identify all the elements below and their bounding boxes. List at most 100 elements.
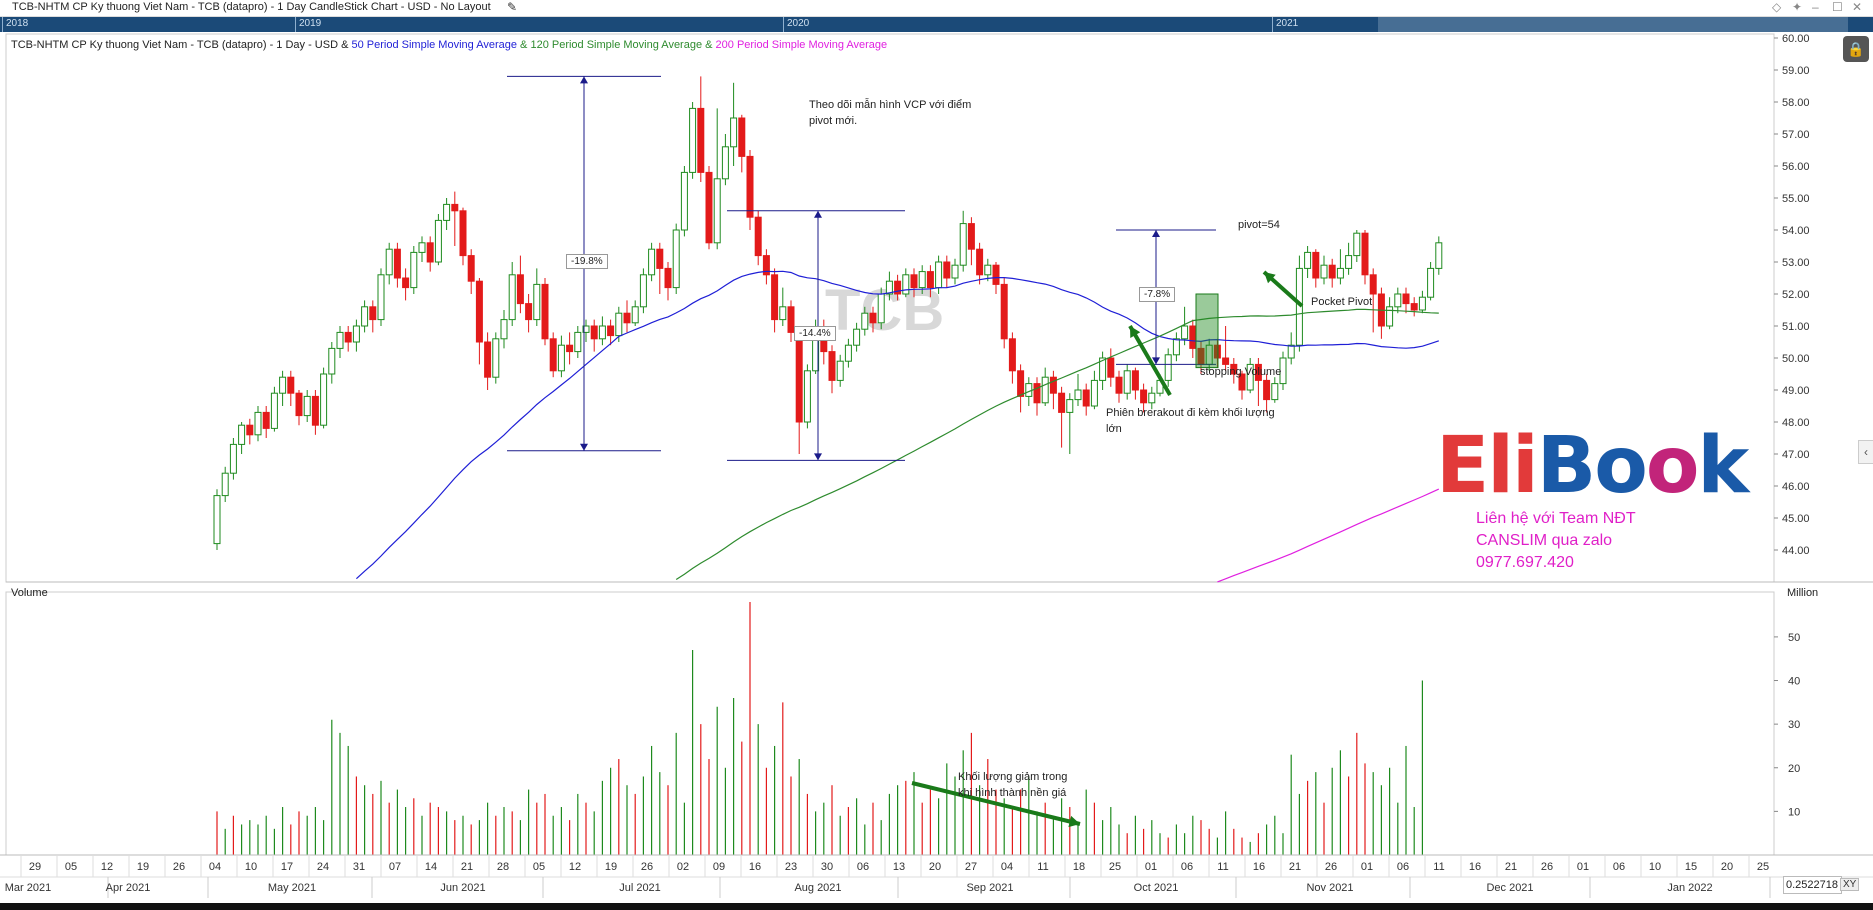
- candle-body: [721, 146, 729, 180]
- candle-body: [238, 424, 246, 445]
- candle-body: [779, 306, 787, 321]
- day-tick-label: 16: [749, 861, 761, 873]
- day-tick-label: 09: [713, 861, 725, 873]
- candle-body: [1410, 303, 1418, 311]
- navigator-window[interactable]: [1378, 17, 1848, 32]
- diamond-icon[interactable]: ◇: [1772, 0, 1782, 14]
- candle-body: [1287, 344, 1295, 359]
- ma120-line: [675, 308, 1439, 581]
- candle-body: [1213, 344, 1221, 359]
- day-tick-label: 01: [1145, 861, 1157, 873]
- candle-body: [516, 274, 524, 305]
- candle-body: [467, 255, 475, 282]
- candle-body: [730, 117, 738, 148]
- candle-body: [582, 325, 590, 333]
- candle-body: [1090, 379, 1098, 407]
- day-tick-label: 21: [1289, 861, 1301, 873]
- ma200-line: [1217, 488, 1440, 583]
- window-title: TCB-NHTM CP Ky thuong Viet Nam - TCB (da…: [12, 1, 491, 13]
- pocket-pivot-arrow-head: [1264, 272, 1276, 284]
- collapse-panel-chevron-icon[interactable]: ‹: [1858, 440, 1873, 464]
- candle-body: [1418, 296, 1426, 311]
- candle-body: [803, 370, 811, 423]
- day-tick-label: 21: [461, 861, 473, 873]
- candle-body: [352, 325, 360, 343]
- edit-title-pencil-icon[interactable]: ✎: [507, 0, 518, 14]
- price-axis-label: 47.00: [1782, 449, 1810, 461]
- candle-body: [574, 331, 582, 353]
- minimize-icon[interactable]: –: [1812, 0, 1819, 14]
- candle-body: [656, 248, 664, 269]
- day-tick-label: 15: [1685, 861, 1697, 873]
- month-label: Apr 2021: [106, 882, 151, 894]
- pin-icon[interactable]: ✦: [1792, 0, 1803, 14]
- day-tick-label: 26: [1325, 861, 1337, 873]
- day-tick-label: 07: [389, 861, 401, 873]
- day-tick-label: 25: [1109, 861, 1121, 873]
- xy-toggle-button[interactable]: XY: [1840, 878, 1860, 891]
- candle-body: [246, 424, 254, 436]
- candle-body: [976, 248, 984, 276]
- candle-body: [1222, 357, 1230, 365]
- day-tick-label: 20: [929, 861, 941, 873]
- candle-body: [861, 312, 869, 330]
- candle-body: [1328, 264, 1336, 279]
- title-bar: TCB-NHTM CP Ky thuong Viet Nam - TCB (da…: [0, 0, 1873, 17]
- candle-body: [418, 242, 426, 253]
- navigator-year: 2018: [6, 18, 29, 29]
- candle-body: [1131, 370, 1139, 391]
- candle-body: [1066, 399, 1074, 413]
- volume-decline-arrow: [911, 781, 1081, 826]
- day-tick-label: 06: [1397, 861, 1409, 873]
- candle-body: [500, 319, 508, 340]
- day-tick-label: 11: [1217, 861, 1228, 873]
- legend-ma50[interactable]: 50 Period Simple Moving Average: [351, 39, 517, 51]
- stopping-volume-highlight: [1195, 293, 1219, 369]
- navigator-tick: [2, 17, 3, 32]
- candle-body: [1172, 338, 1180, 356]
- candle-body: [590, 325, 598, 340]
- candle-body: [1074, 389, 1082, 401]
- price-readout: 0.2522718: [1783, 876, 1842, 894]
- candle-body: [844, 344, 852, 362]
- day-tick-label: 25: [1757, 861, 1769, 873]
- lock-icon[interactable]: 🔒: [1843, 36, 1869, 62]
- candle-body: [557, 344, 565, 372]
- close-icon[interactable]: ✕: [1852, 0, 1863, 14]
- candle-body: [1230, 363, 1238, 375]
- legend-ma200[interactable]: 200 Period Simple Moving Average: [715, 39, 888, 51]
- ma50-line: [355, 270, 1439, 580]
- candle-body: [492, 338, 500, 378]
- maximize-icon[interactable]: ☐: [1832, 0, 1843, 14]
- volume-note: Khối lượng giảm trong khi hình thành nền…: [958, 769, 1067, 801]
- vcp-note: Theo dõi mẫn hình VCP với điểm pivot mới…: [809, 97, 971, 129]
- status-strip: [0, 903, 1873, 910]
- day-tick-label: 05: [533, 861, 545, 873]
- price-axis-label: 56.00: [1782, 161, 1810, 173]
- candle-body: [1402, 293, 1410, 305]
- candle-body: [443, 203, 451, 221]
- volume-pane-label: Volume: [11, 587, 48, 599]
- breakout-note-line: lớn: [1106, 423, 1122, 435]
- candle-body: [1148, 392, 1156, 404]
- time-navigator[interactable]: 2018 2019 2020 2021: [0, 17, 1873, 32]
- day-tick-label: 13: [893, 861, 905, 873]
- price-axis-label: 44.00: [1782, 545, 1810, 557]
- month-label: Mar 2021: [5, 882, 51, 894]
- candle-body: [951, 264, 959, 279]
- candle-body: [1025, 383, 1033, 397]
- legend-ma120[interactable]: 120 Period Simple Moving Average: [530, 39, 703, 51]
- candle-body: [598, 325, 606, 340]
- candle-body: [959, 223, 967, 266]
- month-label: Jul 2021: [619, 882, 661, 894]
- candle-body: [410, 251, 418, 289]
- candle-body: [828, 351, 836, 381]
- candle-body: [1312, 251, 1320, 279]
- candle-body: [877, 293, 885, 324]
- measure-bracket-1-arrow-up: [580, 76, 588, 84]
- volume-decline-arrow-head: [1068, 815, 1080, 828]
- day-tick-label: 11: [1037, 861, 1048, 873]
- day-tick-label: 19: [137, 861, 149, 873]
- candle-body: [303, 395, 311, 417]
